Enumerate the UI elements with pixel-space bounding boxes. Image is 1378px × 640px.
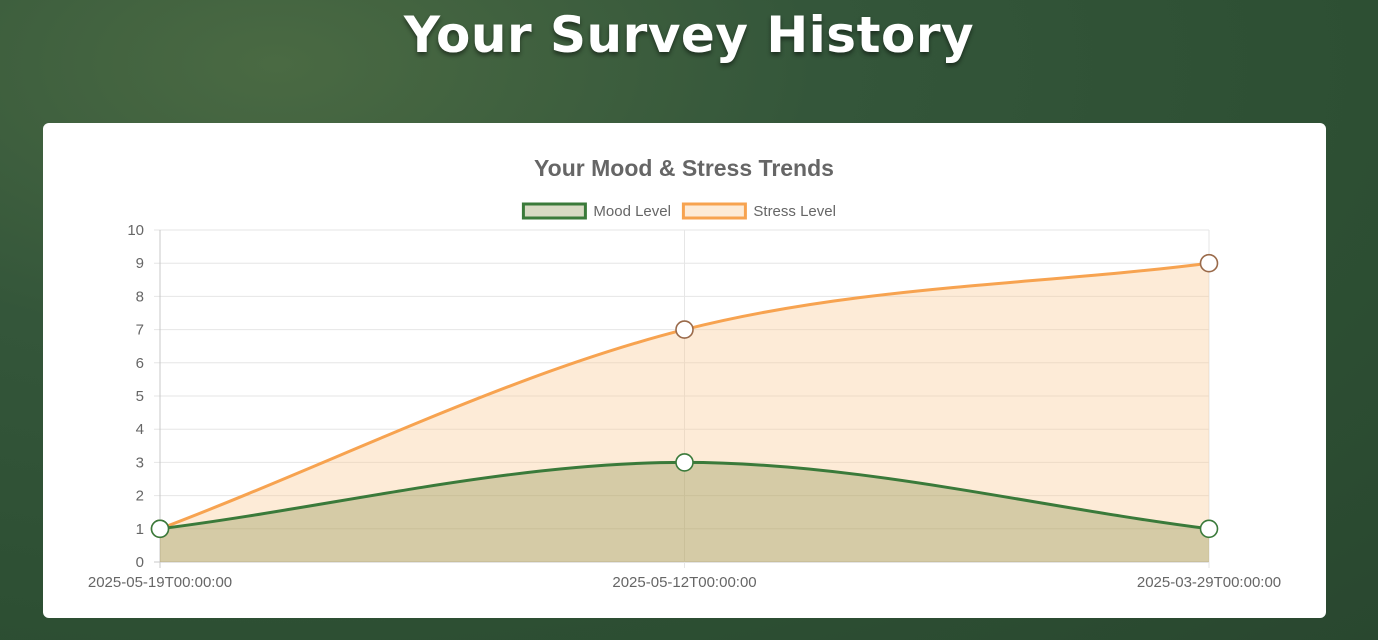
- y-tick-label: 3: [136, 454, 144, 471]
- page-title: Your Survey History: [0, 6, 1378, 64]
- data-point: [1201, 520, 1218, 537]
- x-tick-label: 2025-03-29T00:00:00: [1137, 574, 1281, 591]
- y-tick-label: 10: [127, 222, 144, 239]
- chart-card: Your Mood & Stress Trends Mood Level Stre…: [43, 123, 1326, 618]
- data-point: [676, 321, 693, 338]
- x-tick-label: 2025-05-12T00:00:00: [612, 574, 756, 591]
- y-tick-label: 2: [136, 488, 144, 505]
- data-point: [1201, 255, 1218, 272]
- y-tick-label: 1: [136, 521, 144, 538]
- legend-label: Stress Level: [753, 203, 836, 220]
- y-tick-label: 7: [136, 322, 144, 339]
- data-point: [152, 520, 169, 537]
- legend-swatch: [683, 204, 745, 218]
- x-axis-ticks: 2025-05-19T00:00:00 2025-05-12T00:00:00 20…: [88, 574, 1281, 591]
- legend-label: Mood Level: [593, 203, 671, 220]
- x-tick-label: 2025-05-19T00:00:00: [88, 574, 232, 591]
- chart-title: Your Mood & Stress Trends: [534, 155, 834, 181]
- legend-swatch: [523, 204, 585, 218]
- data-point: [676, 454, 693, 471]
- chart-legend: Mood Level Stress Level: [523, 203, 836, 220]
- y-tick-label: 4: [136, 421, 144, 438]
- mood-stress-chart: Your Mood & Stress Trends Mood Level Stre…: [43, 123, 1326, 618]
- y-tick-label: 0: [136, 554, 144, 571]
- y-tick-label: 9: [136, 255, 144, 272]
- y-axis-ticks: 0 1 2 3 4 5 6 7 8 9 10: [127, 222, 144, 571]
- y-tick-label: 8: [136, 288, 144, 305]
- y-tick-label: 6: [136, 355, 144, 372]
- y-tick-label: 5: [136, 388, 144, 405]
